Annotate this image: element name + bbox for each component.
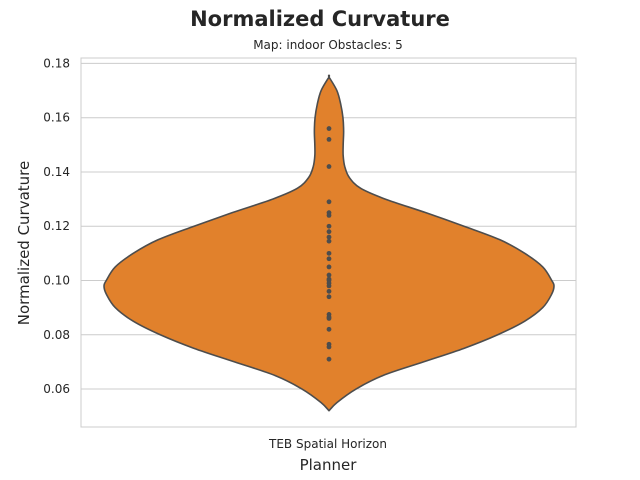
- data-point: [326, 356, 332, 362]
- y-axis-label: Normalized Curvature: [15, 161, 33, 326]
- data-point: [326, 126, 332, 131]
- y-tick-label: 0.12: [43, 219, 70, 233]
- chart-title: Normalized Curvature: [190, 7, 450, 31]
- y-tick-labels: 0.06 0.08 0.10 0.12 0.14 0.16 0.18: [43, 56, 70, 396]
- data-point: [326, 199, 332, 205]
- data-point: [326, 164, 332, 169]
- x-tick-label: TEB Spatial Horizon: [268, 437, 387, 451]
- data-point: [326, 272, 332, 278]
- y-tick-label: 0.08: [43, 328, 70, 342]
- data-point: [326, 238, 332, 244]
- data-point: [326, 326, 332, 332]
- data-point: [326, 250, 332, 256]
- data-point: [326, 223, 332, 229]
- data-point: [326, 294, 332, 300]
- data-point: [326, 234, 332, 240]
- data-point: [326, 256, 332, 262]
- data-point: [326, 229, 332, 235]
- data-point: [326, 288, 332, 294]
- x-axis-label: Planner: [300, 456, 358, 474]
- data-points: [326, 126, 332, 362]
- y-tick-label: 0.16: [43, 111, 70, 125]
- y-tick-label: 0.06: [43, 382, 70, 396]
- data-point: [326, 283, 332, 289]
- data-point: [326, 212, 332, 218]
- data-point: [326, 344, 332, 350]
- data-point: [326, 136, 332, 142]
- data-point: [326, 316, 332, 321]
- chart-subtitle: Map: indoor Obstacles: 5: [253, 38, 403, 52]
- y-tick-label: 0.10: [43, 273, 70, 287]
- y-tick-label: 0.18: [43, 56, 70, 70]
- plot-area-frame: [80, 57, 577, 428]
- y-tick-label: 0.14: [43, 165, 70, 179]
- data-point: [326, 264, 332, 270]
